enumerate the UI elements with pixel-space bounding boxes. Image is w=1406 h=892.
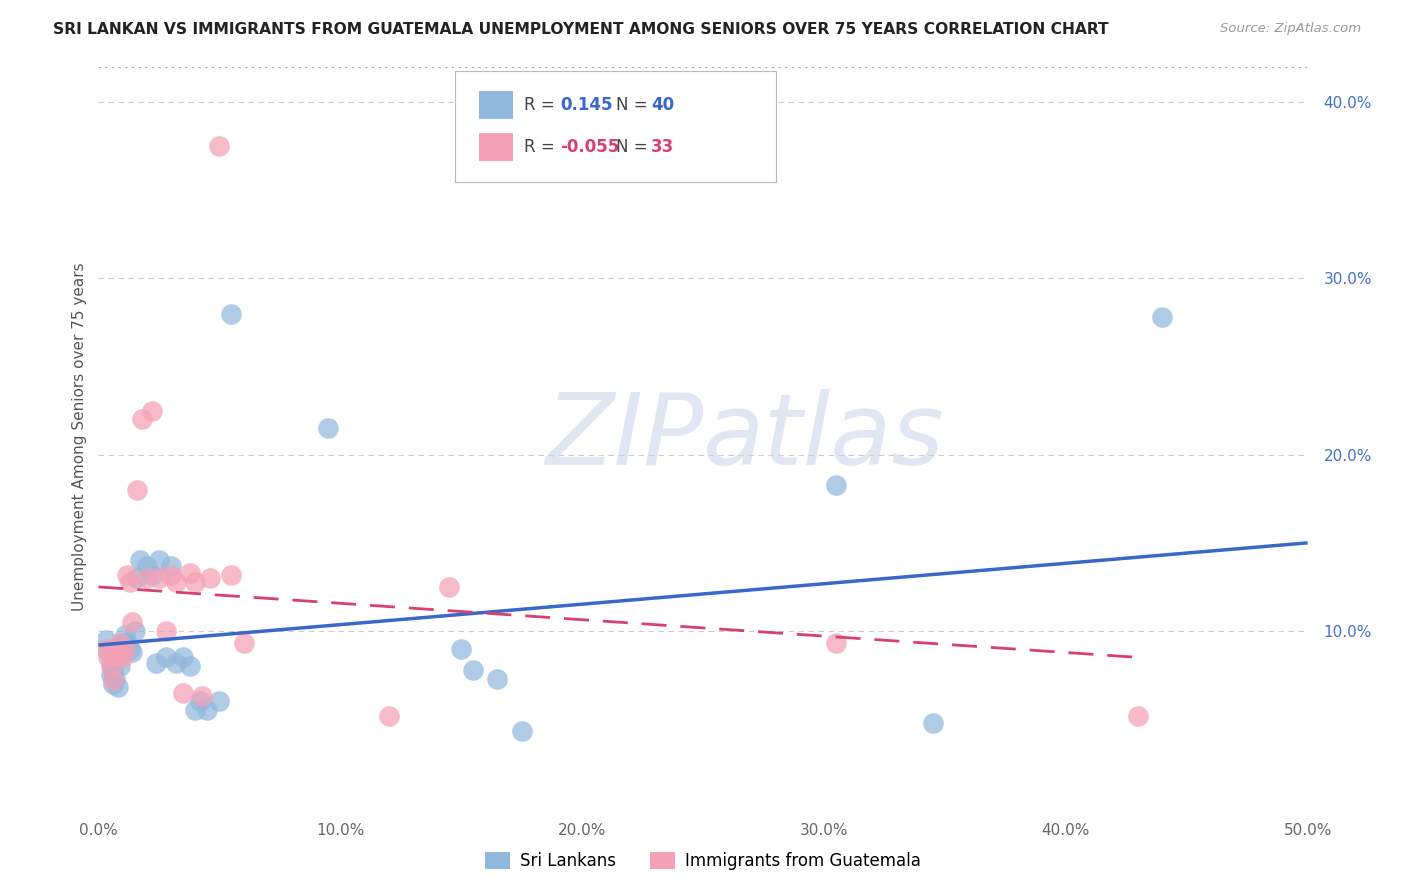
Point [100, 659, 122, 673]
Point [114, 641, 136, 656]
Text: Source: ZipAtlas.com: Source: ZipAtlas.com [1220, 22, 1361, 36]
Point [118, 574, 141, 589]
Point [825, 636, 848, 650]
Point [486, 672, 509, 686]
Point [101, 677, 124, 691]
Text: N =: N = [616, 138, 648, 156]
Point [104, 650, 127, 665]
Point [135, 571, 157, 585]
Point [97, 650, 120, 665]
Point [111, 636, 134, 650]
Point [160, 558, 183, 573]
Point [148, 571, 170, 585]
Point [221, 307, 243, 321]
Point [165, 574, 187, 589]
Point [94, 641, 117, 656]
Point [141, 567, 163, 582]
Point [121, 615, 143, 630]
Point [450, 641, 472, 656]
Point [121, 645, 143, 659]
Point [111, 645, 134, 659]
Point [1128, 708, 1150, 723]
Point [107, 645, 129, 659]
Text: ZIP: ZIP [544, 389, 703, 485]
Point [198, 571, 221, 585]
Point [101, 641, 124, 656]
Point [188, 694, 211, 708]
Text: SRI LANKAN VS IMMIGRANTS FROM GUATEMALA UNEMPLOYMENT AMONG SENIORS OVER 75 YEARS: SRI LANKAN VS IMMIGRANTS FROM GUATEMALA … [53, 22, 1109, 37]
Point [100, 656, 122, 670]
Point [117, 636, 139, 650]
Point [148, 553, 170, 567]
Text: R =: R = [524, 95, 555, 113]
Point [111, 650, 134, 665]
FancyBboxPatch shape [456, 70, 776, 182]
Text: -0.055: -0.055 [561, 138, 620, 156]
Point [825, 477, 848, 491]
Point [155, 650, 177, 665]
Point [141, 403, 163, 417]
Point [165, 656, 187, 670]
Point [127, 483, 149, 497]
Point [179, 659, 201, 673]
Point [108, 636, 131, 650]
Point [97, 645, 120, 659]
Point [921, 715, 943, 730]
Point [160, 567, 183, 582]
Point [184, 574, 207, 589]
Legend: Sri Lankans, Immigrants from Guatemala: Sri Lankans, Immigrants from Guatemala [478, 845, 928, 877]
Point [437, 580, 460, 594]
Point [191, 689, 214, 703]
Point [184, 703, 207, 717]
Point [221, 567, 243, 582]
Bar [479, 133, 513, 161]
Point [155, 624, 177, 638]
Point [94, 632, 117, 647]
Point [208, 139, 231, 153]
Point [463, 663, 485, 677]
Point [131, 412, 153, 426]
Point [145, 656, 167, 670]
Point [100, 668, 122, 682]
Point [104, 672, 127, 686]
Point [510, 724, 533, 739]
Point [117, 567, 139, 582]
Text: 0.145: 0.145 [561, 95, 613, 113]
Point [124, 624, 146, 638]
Text: 33: 33 [651, 138, 675, 156]
Text: 40: 40 [651, 95, 673, 113]
Point [172, 686, 194, 700]
Point [114, 627, 136, 641]
Point [135, 558, 157, 573]
Point [107, 681, 129, 695]
Text: N =: N = [616, 95, 648, 113]
Point [377, 708, 399, 723]
Point [1152, 310, 1174, 325]
Y-axis label: Unemployment Among Seniors over 75 years: Unemployment Among Seniors over 75 years [72, 263, 87, 611]
Point [172, 650, 194, 665]
Point [127, 571, 149, 585]
Point [195, 703, 218, 717]
Bar [479, 91, 513, 119]
Point [232, 636, 254, 650]
Point [101, 663, 124, 677]
Point [208, 694, 231, 708]
Text: R =: R = [524, 138, 555, 156]
Point [179, 566, 201, 580]
Point [101, 673, 124, 688]
Point [108, 659, 131, 673]
Point [118, 641, 141, 656]
Point [316, 421, 339, 435]
Text: atlas: atlas [703, 389, 945, 485]
Point [128, 553, 150, 567]
